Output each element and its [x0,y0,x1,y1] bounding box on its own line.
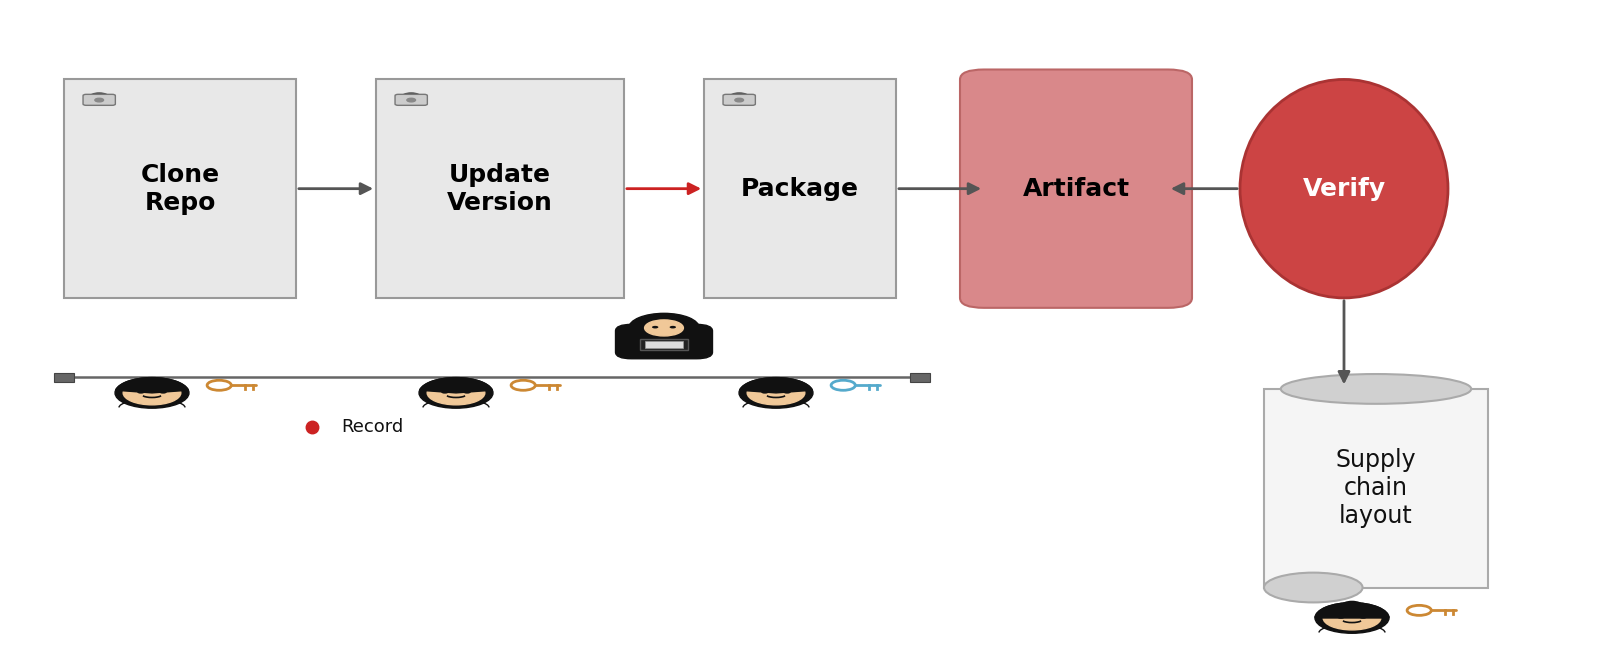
Circle shape [1323,606,1381,630]
Circle shape [762,391,768,394]
Circle shape [670,326,675,328]
Circle shape [442,391,448,394]
Circle shape [123,381,181,405]
Circle shape [94,98,104,102]
Circle shape [784,391,790,394]
FancyBboxPatch shape [395,94,427,105]
FancyBboxPatch shape [616,324,712,359]
Circle shape [464,391,470,394]
FancyBboxPatch shape [83,94,115,105]
Text: Update
Version: Update Version [446,163,554,214]
Circle shape [629,313,699,342]
Circle shape [115,377,189,408]
Wedge shape [419,377,493,393]
Circle shape [1338,616,1344,619]
FancyBboxPatch shape [704,79,896,298]
Circle shape [406,98,416,102]
Circle shape [734,98,744,102]
Circle shape [1315,602,1389,634]
Circle shape [747,381,805,405]
FancyBboxPatch shape [723,94,755,105]
Wedge shape [739,377,813,393]
Ellipse shape [1240,79,1448,298]
Circle shape [645,320,683,336]
FancyBboxPatch shape [376,79,624,298]
Circle shape [1342,600,1362,609]
FancyBboxPatch shape [909,373,931,381]
Wedge shape [1315,602,1389,618]
Text: Package: Package [741,177,859,201]
FancyBboxPatch shape [64,79,296,298]
Text: Verify: Verify [1302,177,1386,201]
Text: Clone
Repo: Clone Repo [141,163,219,214]
FancyBboxPatch shape [960,70,1192,308]
Text: Record: Record [341,418,403,436]
FancyBboxPatch shape [645,342,683,348]
FancyBboxPatch shape [54,373,75,381]
Ellipse shape [1264,573,1363,602]
Text: Artifact: Artifact [1022,177,1130,201]
FancyBboxPatch shape [640,340,688,350]
Circle shape [419,377,493,408]
Circle shape [1360,616,1366,619]
Circle shape [739,377,813,408]
Circle shape [427,381,485,405]
Wedge shape [115,377,189,393]
Circle shape [160,391,166,394]
Circle shape [138,391,144,394]
Ellipse shape [1282,374,1472,404]
Text: Supply
chain
layout: Supply chain layout [1336,448,1416,528]
FancyBboxPatch shape [1264,389,1488,588]
Circle shape [653,326,658,328]
